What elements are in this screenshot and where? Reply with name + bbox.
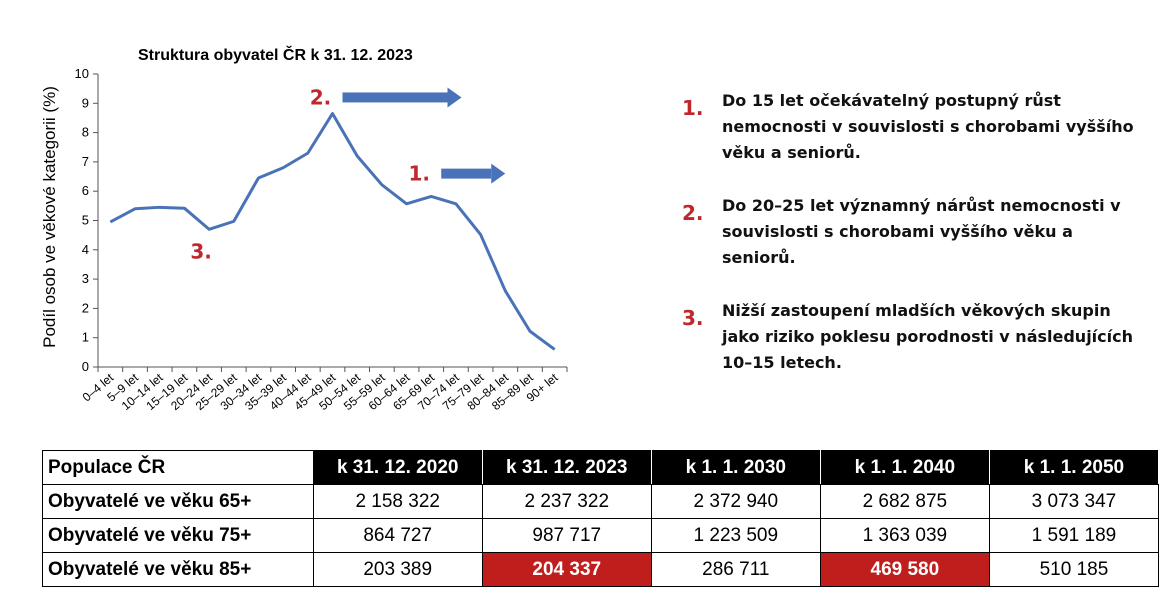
table-cell-highlighted: 204 337 [481, 552, 652, 587]
table-cell: 3 073 347 [988, 484, 1159, 519]
y-tick-label: 0 [82, 359, 89, 374]
axes [93, 73, 568, 372]
notes-list: 1. Do 15 let očekávatelný postupný růst … [682, 88, 1142, 403]
table-cell-highlighted: 469 580 [819, 552, 990, 587]
y-tick-label: 9 [82, 95, 89, 110]
arrow-shaft [441, 168, 492, 179]
table-cell: 1 363 039 [819, 518, 990, 553]
chart-title: Struktura obyvatel ČR k 31. 12. 2023 [138, 45, 413, 64]
y-tick-label: 6 [82, 183, 89, 198]
table-cell: 510 185 [988, 552, 1159, 587]
table-cell: 286 711 [650, 552, 821, 587]
note-item: 3. Nižší zastoupení mladších věkových sk… [682, 298, 1142, 376]
arrow-head [491, 163, 506, 184]
note-number: 3. [682, 306, 704, 330]
y-tick-label: 10 [75, 66, 89, 81]
table-row: Obyvatelé ve věku 85+ 203 389 204 337 286 7… [42, 552, 1159, 587]
annotations: 2. 1. 3. [190, 85, 506, 263]
table-header-cell: Populace ČR [42, 450, 314, 485]
y-axis-label: Podíl osob ve věkové kategorii (%) [40, 86, 59, 348]
annotation-label: 1. [408, 162, 430, 186]
y-tick-label: 5 [82, 213, 89, 228]
series-line [109, 112, 556, 351]
note-text: Do 20–25 let významný nárůst nemocnosti … [722, 196, 1121, 267]
line-chart: Struktura obyvatel ČR k 31. 12. 2023 Pod… [40, 45, 568, 413]
y-tick-label: 4 [82, 242, 89, 257]
series-line-group [109, 112, 556, 351]
y-tick-label: 8 [82, 125, 89, 140]
y-tick-label: 3 [82, 271, 89, 286]
table-cell: 2 237 322 [481, 484, 652, 519]
table-header-row: Populace ČR k 31. 12. 2020 k 31. 12. 202… [42, 450, 1159, 485]
table-cell: 864 727 [312, 518, 483, 553]
arrow-head [447, 87, 462, 108]
table-row-label: Obyvatelé ve věku 65+ [42, 484, 314, 519]
arrow-shaft [342, 92, 448, 103]
table-cell: 2 158 322 [312, 484, 483, 519]
annotation-label: 2. [310, 85, 332, 109]
table-cell: 1 223 509 [650, 518, 821, 553]
note-item: 1. Do 15 let očekávatelný postupný růst … [682, 88, 1142, 166]
table-cell: 1 591 189 [988, 518, 1159, 553]
table-row: Obyvatelé ve věku 65+ 2 158 322 2 237 322 2… [42, 484, 1159, 519]
note-number: 2. [682, 201, 704, 225]
note-text: Do 15 let očekávatelný postupný růst nem… [722, 91, 1134, 162]
table-header-cell: k 31. 12. 2023 [481, 450, 652, 485]
table-cell: 987 717 [481, 518, 652, 553]
y-tick-label: 1 [82, 330, 89, 345]
y-tick-label: 7 [82, 154, 89, 169]
table-row-label: Obyvatelé ve věku 75+ [42, 518, 314, 553]
table-header-cell: k 1. 1. 2050 [988, 450, 1159, 485]
y-tick-label: 2 [82, 300, 89, 315]
table-row-label: Obyvatelé ve věku 85+ [42, 552, 314, 587]
table-header-cell: k 1. 1. 2040 [819, 450, 990, 485]
table-cell: 203 389 [312, 552, 483, 587]
table-header-cell: k 1. 1. 2030 [650, 450, 821, 485]
note-number: 1. [682, 96, 704, 120]
table-header-cell: k 31. 12. 2020 [312, 450, 483, 485]
table-row: Obyvatelé ve věku 75+ 864 727 987 717 1 223… [42, 518, 1159, 553]
table-cell: 2 372 940 [650, 484, 821, 519]
annotation-label: 3. [190, 239, 212, 263]
table-cell: 2 682 875 [819, 484, 990, 519]
population-table: Populace ČR k 31. 12. 2020 k 31. 12. 202… [42, 450, 1159, 587]
note-text: Nižší zastoupení mladších věkových skupi… [722, 301, 1133, 372]
note-item: 2. Do 20–25 let významný nárůst nemocnos… [682, 193, 1142, 271]
